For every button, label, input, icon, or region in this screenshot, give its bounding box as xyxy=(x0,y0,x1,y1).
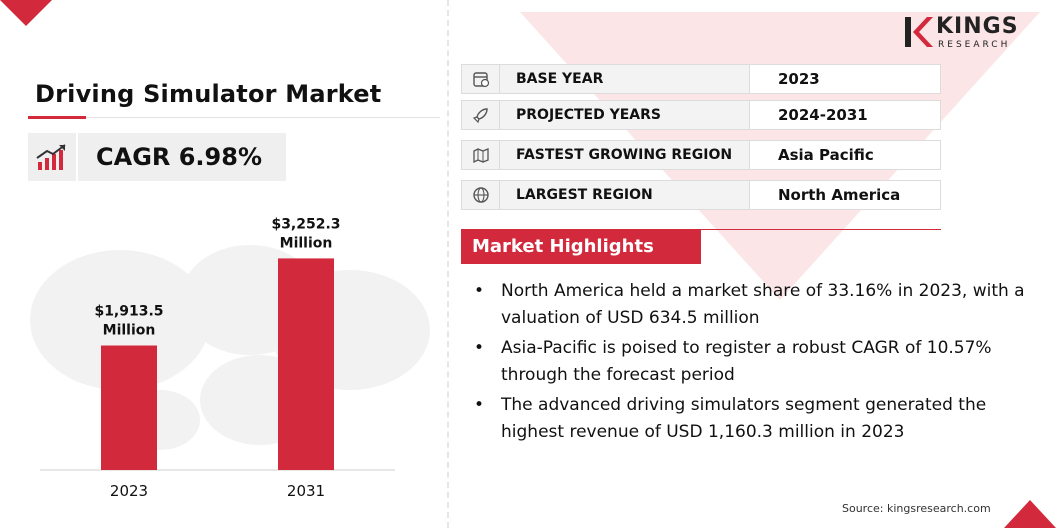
info-row-projected-years: PROJECTED YEARS 2024-2031 xyxy=(461,100,941,130)
source-note: Source: kingsresearch.com xyxy=(842,502,991,515)
calendar-icon xyxy=(462,65,500,93)
highlights-list: North America held a market share of 33.… xyxy=(474,278,1034,449)
globe-icon xyxy=(462,181,500,209)
info-label: FASTEST GROWING REGION xyxy=(500,141,750,169)
rocket-icon xyxy=(462,101,500,129)
highlight-item: The advanced driving simulators segment … xyxy=(474,392,1034,446)
logo-name: KINGS xyxy=(936,14,1019,39)
info-value: North America xyxy=(778,186,901,204)
cagr-value: CAGR 6.98% xyxy=(96,143,262,171)
title-underline-accent xyxy=(28,116,86,119)
bar-2023 xyxy=(101,345,157,470)
corner-triangle-top-left xyxy=(0,0,52,26)
data-label-2023: $1,913.5 xyxy=(94,304,163,320)
data-label-2023: Million xyxy=(103,323,156,339)
data-label-2031: $3,252.3 xyxy=(271,216,340,232)
info-value: Asia Pacific xyxy=(778,146,874,164)
kings-logo-mark-icon xyxy=(905,17,933,47)
x-tick-label: 2023 xyxy=(110,482,148,500)
bar-2031 xyxy=(278,258,334,470)
highlights-rule xyxy=(461,229,941,230)
highlight-item: Asia-Pacific is poised to register a rob… xyxy=(474,335,1034,389)
x-tick-label: 2031 xyxy=(287,482,325,500)
title-underline xyxy=(28,117,440,118)
corner-triangle-bottom-right xyxy=(1004,500,1056,528)
page-title: Driving Simulator Market xyxy=(35,80,382,108)
info-row-base-year: BASE YEAR 2023 xyxy=(461,64,941,94)
kings-research-logo: KINGS RESEARCH xyxy=(903,13,1033,53)
cagr-icon-box xyxy=(28,133,76,181)
info-label: PROJECTED YEARS xyxy=(500,101,750,129)
info-label: BASE YEAR xyxy=(500,65,750,93)
data-label-2031: Million xyxy=(280,235,333,251)
vertical-divider xyxy=(447,0,449,528)
region-map-icon xyxy=(462,141,500,169)
info-value: 2024-2031 xyxy=(778,106,868,124)
logo-subtitle: RESEARCH xyxy=(938,40,1011,50)
bar-chart: $1,913.5 Million 2023 $3,252.3 Million 2031 xyxy=(40,216,395,500)
highlight-item: North America held a market share of 33.… xyxy=(474,278,1034,332)
info-row-largest-region: LARGEST REGION North America xyxy=(461,180,941,210)
info-row-fastest-growing-region: FASTEST GROWING REGION Asia Pacific xyxy=(461,140,941,170)
info-label: LARGEST REGION xyxy=(500,181,750,209)
highlights-header: Market Highlights xyxy=(461,230,701,264)
growth-chart-icon xyxy=(36,144,66,170)
cagr-box: CAGR 6.98% xyxy=(78,133,286,181)
info-value: 2023 xyxy=(778,70,820,88)
